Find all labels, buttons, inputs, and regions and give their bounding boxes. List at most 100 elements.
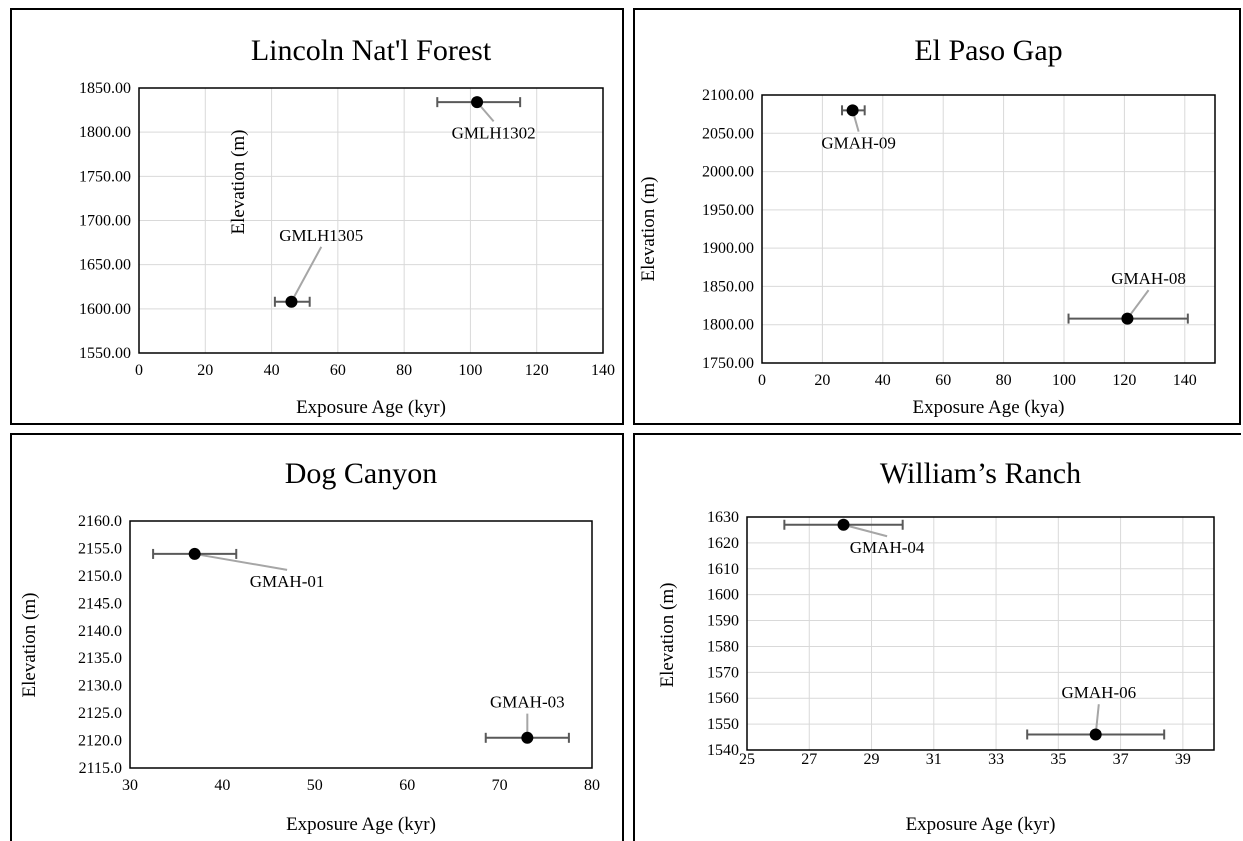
chart-panel-lincoln: 0 20 40 60 80 100 120 140 1550.00 1600.00 1650.00 1…: [10, 8, 624, 425]
x-tick-label: 37: [1113, 751, 1129, 768]
chart-svg: 30 40 50 60 70 80 2115.0 2120.0 2125.0 2130.0 2135…: [19, 457, 600, 835]
y-axis-label: Elevation (m): [228, 130, 249, 235]
y-tick-label: 2150.0: [78, 568, 122, 585]
chart-panel-williams-ranch: 25 27 29 31 33 35 37 39 1540 1550 1560 1570 1580 1590…: [633, 433, 1241, 841]
chart-title: William’s Ranch: [880, 457, 1081, 490]
x-tick-label: 25: [739, 751, 755, 768]
x-tick-label: 40: [214, 777, 230, 794]
plot-area: [130, 521, 592, 768]
x-tick-label: 60: [399, 777, 415, 794]
x-tick-label: 80: [584, 777, 600, 794]
y-tick-label: 2125.0: [78, 705, 122, 722]
y-tick-label: 1550: [707, 716, 739, 733]
y-tick-label: 2145.0: [78, 595, 122, 612]
chart-svg: 0 20 40 60 80 100 120 140 1550.00 1600.00 1650.00 1…: [79, 34, 615, 418]
annotation-leader-line: [194, 552, 288, 571]
y-tick-label: 2120.0: [78, 733, 122, 750]
x-tick-label: 31: [926, 751, 942, 768]
y-tick-label: 2115.0: [79, 760, 122, 777]
x-tick-label: 0: [135, 362, 143, 379]
data-point-label: GMAH-03: [490, 693, 565, 712]
y-tick-label: 1950.00: [702, 202, 754, 219]
x-tick-label: 35: [1050, 751, 1066, 768]
y-tick-label: 1750.00: [702, 355, 754, 372]
x-tick-label: 80: [396, 362, 412, 379]
chart-svg: 25 27 29 31 33 35 37 39 1540 1550 1560 1570 1580 1590…: [657, 457, 1215, 835]
chart-panel-dog-canyon: 30 40 50 60 70 80 2115.0 2120.0 2125.0 2130.0 2135…: [10, 433, 624, 841]
y-tick-label: 1900.00: [702, 240, 754, 257]
y-tick-label: 2155.0: [78, 540, 122, 557]
data-point-label: GMLH1305: [279, 226, 363, 245]
x-tick-label: 100: [1052, 372, 1076, 389]
y-tick-label: 2135.0: [78, 650, 122, 667]
y-axis-label: Elevation (m): [657, 583, 678, 688]
y-tick-label: 2160.0: [78, 513, 122, 530]
y-tick-label: 2130.0: [78, 678, 122, 695]
data-point: [188, 547, 201, 560]
x-tick-label: 100: [458, 362, 482, 379]
annotation-leader-line: [843, 523, 888, 538]
y-tick-label: 1600: [707, 587, 739, 604]
x-tick-label: 33: [988, 751, 1004, 768]
y-tick-label: 1560: [707, 690, 739, 707]
data-point: [471, 96, 484, 109]
x-tick-label: 20: [814, 372, 830, 389]
y-tick-label: 2050.00: [702, 125, 754, 142]
x-tick-label: 120: [1112, 372, 1136, 389]
data-point-label: GMAH-08: [1111, 269, 1186, 288]
y-tick-label: 1570: [707, 664, 739, 681]
y-tick-label: 1630: [707, 509, 739, 526]
x-axis-label: Exposure Age (kya): [913, 397, 1065, 418]
y-tick-label: 1850.00: [79, 80, 131, 97]
x-tick-label: 50: [307, 777, 323, 794]
y-tick-label: 1800.00: [79, 124, 131, 141]
y-tick-label: 2100.00: [702, 87, 754, 104]
x-axis-label: Exposure Age (kyr): [906, 814, 1056, 835]
x-tick-label: 120: [525, 362, 549, 379]
x-tick-label: 30: [122, 777, 138, 794]
plot-frame: [129, 520, 593, 769]
data-point-label: GMLH1302: [452, 123, 536, 142]
data-point-label: GMAH-01: [250, 572, 325, 591]
data-point-label: GMAH-06: [1062, 683, 1137, 702]
y-tick-label: 1850.00: [702, 278, 754, 295]
y-tick-label: 1590: [707, 613, 739, 630]
chart-panel-el-paso-gap: 0 20 40 60 80 100 120 140 1750.00 1800.00 1850.00 1…: [633, 8, 1241, 425]
data-point: [1089, 728, 1102, 741]
y-tick-label: 1650.00: [79, 257, 131, 274]
x-tick-label: 0: [758, 372, 766, 389]
x-tick-label: 40: [875, 372, 891, 389]
x-tick-label: 29: [864, 751, 880, 768]
x-tick-label: 60: [330, 362, 346, 379]
plot-frame: [138, 87, 604, 354]
data-point: [837, 518, 850, 531]
x-tick-label: 39: [1175, 751, 1191, 768]
x-axis-label: Exposure Age (kyr): [286, 814, 436, 835]
plot-frame: [761, 94, 1216, 364]
x-tick-label: 20: [197, 362, 213, 379]
plot-frame: [746, 516, 1215, 751]
data-point: [1121, 312, 1134, 325]
data-point-label: GMAH-09: [821, 134, 896, 153]
y-tick-label: 1750.00: [79, 168, 131, 185]
y-tick-label: 1610: [707, 561, 739, 578]
x-tick-label: 60: [935, 372, 951, 389]
x-axis-label: Exposure Age (kyr): [296, 397, 446, 418]
y-tick-label: 2000.00: [702, 164, 754, 181]
x-tick-label: 140: [1173, 372, 1197, 389]
data-point: [521, 731, 534, 744]
plot-area: [747, 517, 1214, 750]
x-tick-label: 27: [801, 751, 817, 768]
x-tick-label: 40: [264, 362, 280, 379]
y-tick-label: 1800.00: [702, 317, 754, 334]
y-tick-label: 1550.00: [79, 345, 131, 362]
data-point: [846, 104, 859, 117]
data-point-label: GMAH-04: [850, 538, 925, 557]
x-tick-label: 70: [492, 777, 508, 794]
annotation-leader-line: [290, 246, 323, 303]
x-tick-label: 140: [591, 362, 615, 379]
chart-title: El Paso Gap: [914, 34, 1062, 67]
data-point: [285, 295, 298, 308]
y-tick-label: 1600.00: [79, 301, 131, 318]
chart-title: Dog Canyon: [285, 457, 438, 490]
